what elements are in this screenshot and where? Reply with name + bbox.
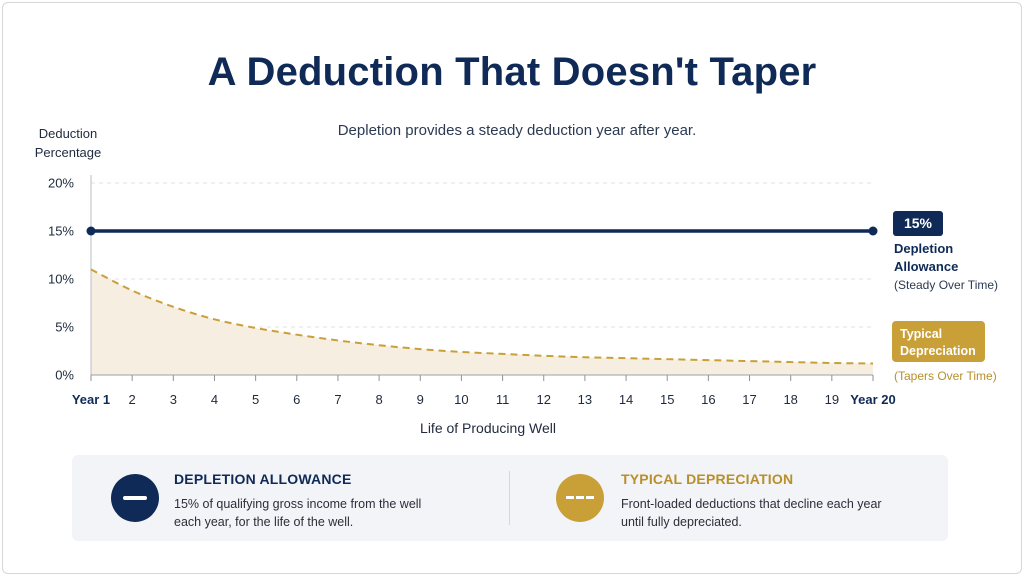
x-tick-label: 19 [825, 392, 839, 407]
depreciation-line [90, 268, 874, 365]
y-tick-label: 5% [55, 320, 74, 335]
y-tick-label: 10% [48, 272, 74, 287]
x-tick-label: 6 [293, 392, 300, 407]
legend-depletion-title: DEPLETION ALLOWANCE [174, 471, 352, 487]
depletion-badge-text: 15% [904, 215, 933, 231]
depreciation-badge-text: Depreciation [900, 344, 976, 358]
y-tick-label: 20% [48, 176, 74, 191]
depletion-label: Allowance [894, 259, 958, 274]
depreciation-badge-text: Typical [900, 327, 942, 341]
x-tick-label: Year 1 [72, 392, 110, 407]
depletion-end-dot [868, 226, 878, 236]
x-tick-label: 11 [496, 392, 510, 407]
x-axis-label: Life of Producing Well [420, 420, 556, 436]
x-tick-label: Year 20 [850, 392, 896, 407]
x-tick-label: 10 [454, 392, 468, 407]
x-tick-label: 12 [537, 392, 551, 407]
depreciation-badge [892, 321, 985, 362]
chart-title: A Deduction That Doesn't Taper [207, 50, 817, 94]
x-tick-label: 9 [417, 392, 424, 407]
x-tick-label: 13 [578, 392, 592, 407]
chart-plot: 0% 5% 10% 15% 20% Year 1 2 3 4 5 6 7 8 9 10 11 12 13 14 15 1… [48, 175, 998, 436]
legend-depreciation-desc-line2: until fully depreciated. [621, 515, 742, 529]
legend-card: DEPLETION ALLOWANCE 15% of qualifying gr… [72, 455, 948, 541]
depletion-label: Depletion [894, 241, 953, 256]
depletion-start-dot [86, 226, 96, 236]
legend-depletion-desc-line1: 15% of qualifying gross income from the … [174, 497, 422, 511]
chart-subtitle: Depletion provides a steady deduction ye… [337, 122, 697, 139]
y-tick-label: 15% [48, 224, 74, 239]
legend-depreciation-icon [556, 474, 604, 522]
y-axis-label: Deduction Percentage [34, 126, 102, 160]
x-tick-label: 18 [783, 392, 797, 407]
legend-divider [509, 471, 510, 525]
x-tick-label: 15 [660, 392, 674, 407]
x-tick-label: 3 [170, 392, 177, 407]
depletion-badge [893, 211, 943, 236]
x-tick-label: 14 [619, 392, 633, 407]
depletion-note: (Steady Over Time) [894, 278, 998, 292]
depreciation-note: (Tapers Over Time) [894, 369, 997, 383]
x-tick-label: 5 [252, 392, 259, 407]
legend-depreciation-title: TYPICAL DEPRECIATION [621, 471, 794, 487]
x-tick-label: 7 [334, 392, 341, 407]
legend-depletion-desc-line2: each year, for the life of the well. [174, 515, 354, 529]
depreciation-area [91, 269, 873, 375]
x-tick-label: 4 [211, 392, 218, 407]
legend-depletion-icon [111, 474, 159, 522]
x-tick-label: 8 [375, 392, 382, 407]
x-tick-label: 17 [742, 392, 756, 407]
x-tick-label: 16 [701, 392, 715, 407]
x-tick-label: 2 [129, 392, 136, 407]
legend-depreciation-desc-line1: Front-loaded deductions that decline eac… [621, 497, 882, 511]
y-tick-label: 0% [55, 368, 74, 383]
